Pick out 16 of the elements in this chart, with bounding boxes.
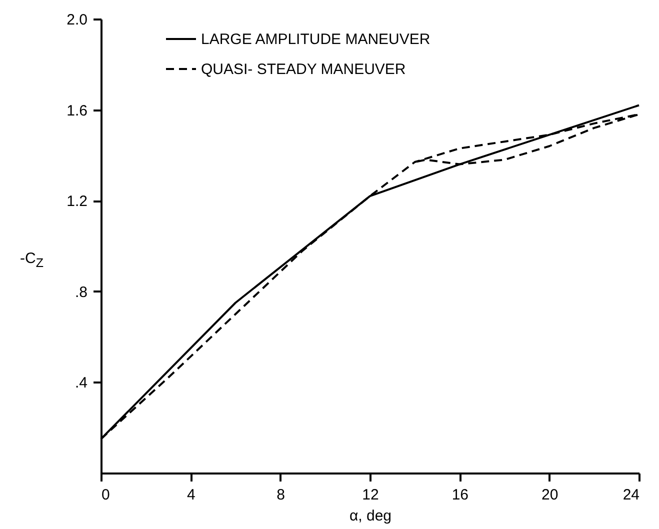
y-tick-label: 2.0 [66, 12, 88, 28]
y-tick-label: 1.6 [66, 102, 88, 120]
x-axis-title: α, deg [349, 508, 392, 524]
x-tick-label: 4 [186, 486, 196, 504]
legend-label: QUASI- STEADY MANEUVER [201, 61, 406, 78]
y-axis-title: -C$_{Z}$ [20, 250, 44, 270]
x-tick-label: 8 [276, 486, 286, 504]
x-tick-label: 16 [452, 486, 469, 504]
x-tick-label: 24 [622, 486, 640, 504]
x-tick-label: 20 [541, 486, 558, 504]
y-tick-label: 1.2 [66, 193, 88, 210]
x-tick-label: 0 [102, 486, 110, 504]
y-tick-label: .8 [74, 284, 88, 301]
y-tick-label: .4 [74, 374, 88, 392]
x-tick-label: 12 [362, 486, 379, 504]
legend-label: LARGE AMPLITUDE MANEUVER [201, 31, 430, 48]
